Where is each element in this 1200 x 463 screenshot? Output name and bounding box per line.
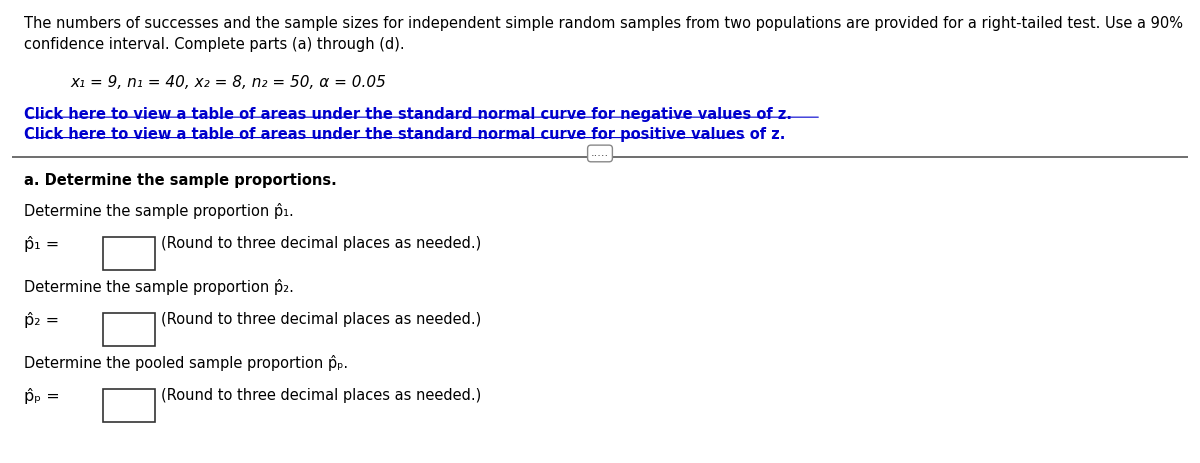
Text: p̂₂ =: p̂₂ = (24, 312, 59, 328)
Text: p̂ₚ =: p̂ₚ = (24, 388, 60, 404)
Text: The numbers of successes and the sample sizes for independent simple random samp: The numbers of successes and the sample … (24, 16, 1183, 52)
Text: Click here to view a table of areas under the standard normal curve for negative: Click here to view a table of areas unde… (24, 106, 792, 122)
Text: x₁ = 9, n₁ = 40, x₂ = 8, n₂ = 50, α = 0.05: x₁ = 9, n₁ = 40, x₂ = 8, n₂ = 50, α = 0.… (71, 75, 386, 90)
Text: Click here to view a table of areas under the standard normal curve for positive: Click here to view a table of areas unde… (24, 127, 785, 142)
FancyBboxPatch shape (102, 389, 156, 422)
Text: Determine the pooled sample proportion p̂ₚ.: Determine the pooled sample proportion p… (24, 355, 348, 371)
Text: Determine the sample proportion p̂₂.: Determine the sample proportion p̂₂. (24, 279, 294, 295)
Text: Determine the sample proportion p̂₁.: Determine the sample proportion p̂₁. (24, 203, 294, 219)
Text: p̂₁ =: p̂₁ = (24, 236, 59, 252)
Text: a. Determine the sample proportions.: a. Determine the sample proportions. (24, 174, 336, 188)
Text: (Round to three decimal places as needed.): (Round to three decimal places as needed… (161, 236, 481, 251)
Text: (Round to three decimal places as needed.): (Round to three decimal places as needed… (161, 388, 481, 403)
Text: .....: ..... (590, 149, 610, 158)
FancyBboxPatch shape (102, 238, 156, 270)
Text: (Round to three decimal places as needed.): (Round to three decimal places as needed… (161, 312, 481, 327)
FancyBboxPatch shape (102, 313, 156, 346)
